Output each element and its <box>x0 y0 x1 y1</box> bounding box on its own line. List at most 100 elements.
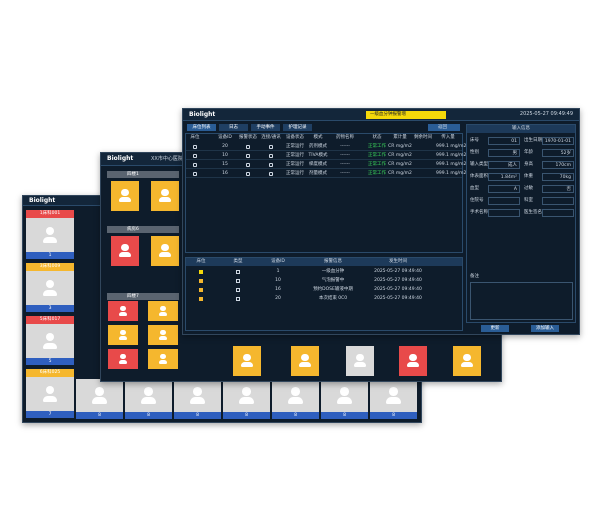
person-body <box>158 360 168 364</box>
cell: 梯度模式 <box>309 162 327 167</box>
field-box[interactable]: 1.84m² <box>488 173 520 181</box>
person-head <box>120 306 126 312</box>
bed-card[interactable] <box>26 218 74 252</box>
person-body <box>353 361 367 368</box>
field-box[interactable]: 170cm <box>542 161 574 169</box>
person-head <box>45 279 55 289</box>
person-head <box>45 332 55 342</box>
bed-card[interactable] <box>76 379 123 412</box>
bed-card[interactable] <box>174 379 221 412</box>
bed-card[interactable] <box>151 236 179 266</box>
person-body <box>298 361 312 368</box>
person-head <box>242 387 251 396</box>
person-body <box>42 395 58 403</box>
alert[interactable]: 一级血分钟报警增 <box>366 111 446 119</box>
column-header: 发生时间 <box>389 259 407 264</box>
alarm-table <box>185 257 463 331</box>
bed-card[interactable] <box>148 301 178 321</box>
person-body <box>118 251 132 258</box>
brand: Biolight <box>189 111 216 118</box>
person-body <box>288 397 303 404</box>
field-box[interactable]: 70kg <box>542 173 574 181</box>
bed-card[interactable] <box>291 346 319 376</box>
bed-footer: 1 <box>26 252 74 259</box>
tab[interactable]: 护理记录 <box>283 124 312 131</box>
cell: 本次结束 0C0 <box>318 296 348 301</box>
bed-footer: 8 <box>370 412 417 419</box>
bed-footer: 3 <box>26 305 74 312</box>
note-box[interactable] <box>470 282 573 320</box>
bed-card[interactable] <box>111 181 139 211</box>
row <box>186 152 462 160</box>
cell: 正常工作 <box>368 153 386 158</box>
section-title: 四楼7 <box>107 293 179 300</box>
person-head <box>389 387 398 396</box>
person-body <box>92 397 107 404</box>
type-icon <box>236 297 240 301</box>
bed-card[interactable] <box>108 301 138 321</box>
cell: 正常运行 <box>286 171 304 176</box>
field-label: 手术名称 <box>470 210 488 215</box>
bed-card[interactable] <box>108 325 138 345</box>
field-box[interactable]: 01 <box>488 137 520 145</box>
bed-card[interactable] <box>151 181 179 211</box>
bed-card[interactable] <box>453 346 481 376</box>
field-box[interactable]: 1970-01-01 <box>542 137 574 145</box>
bed-card[interactable] <box>148 325 178 345</box>
bed-card[interactable] <box>26 324 74 358</box>
column-header: 传入量 <box>441 135 455 140</box>
bed-card[interactable] <box>370 379 417 412</box>
brand: Biolight <box>107 155 134 162</box>
field-box[interactable]: 否 <box>542 185 574 193</box>
bed-card[interactable] <box>346 346 374 376</box>
type-icon <box>236 270 240 274</box>
type-icon <box>236 288 240 292</box>
status-icon <box>193 172 197 176</box>
bed-card[interactable] <box>223 379 270 412</box>
tab[interactable]: 手动事件 <box>251 124 280 131</box>
bed-card[interactable] <box>26 377 74 411</box>
field-label: 性别 <box>470 150 479 155</box>
person-head <box>121 188 129 196</box>
bed-card[interactable] <box>399 346 427 376</box>
cell: 2025-05-27 09:49:40 <box>374 278 422 283</box>
bed-card[interactable] <box>321 379 368 412</box>
person-body <box>386 397 401 404</box>
cell: 2025-05-27 09:49:40 <box>374 269 422 274</box>
person-head <box>193 387 202 396</box>
button[interactable]: 更新 <box>481 325 509 332</box>
tab[interactable]: 日志 <box>219 124 248 131</box>
field-box[interactable] <box>542 209 574 217</box>
bed-card[interactable] <box>272 379 319 412</box>
column-header: 设备ID <box>218 135 232 140</box>
person-head <box>160 354 166 360</box>
bed-card[interactable] <box>148 349 178 369</box>
row <box>186 161 462 169</box>
field-label: 过敏 <box>524 186 533 191</box>
tab[interactable]: 床位列表 <box>187 124 216 131</box>
field-box[interactable]: A <box>488 185 520 193</box>
field-box[interactable] <box>542 197 574 205</box>
person-head <box>291 387 300 396</box>
field-label: 科室 <box>524 198 533 203</box>
bed-card[interactable] <box>26 271 74 305</box>
bed-card[interactable] <box>108 349 138 369</box>
bed-card[interactable] <box>233 346 261 376</box>
info-panel: 输入信息 备注 床号 01 出生日期 1970-01-01 性别 男 年龄 52岁 输入类型 成人… <box>466 124 576 323</box>
field-box[interactable]: 52岁 <box>542 149 574 157</box>
field-value: 否 <box>566 186 572 192</box>
person-head <box>120 330 126 336</box>
button[interactable]: 添加输入 <box>531 325 559 332</box>
field-box[interactable]: 男 <box>488 149 520 157</box>
person-body <box>190 397 205 404</box>
back-button[interactable]: 返回 <box>428 124 460 131</box>
section-title: 病房6 <box>107 226 179 233</box>
field-box[interactable] <box>488 197 520 205</box>
status-icon <box>269 163 273 167</box>
field-box[interactable] <box>488 209 520 217</box>
cell: ------ <box>340 162 350 167</box>
bed-card[interactable] <box>111 236 139 266</box>
cell: 15 <box>222 162 228 167</box>
field-box[interactable]: 成人 <box>488 161 520 169</box>
bed-card[interactable] <box>125 379 172 412</box>
